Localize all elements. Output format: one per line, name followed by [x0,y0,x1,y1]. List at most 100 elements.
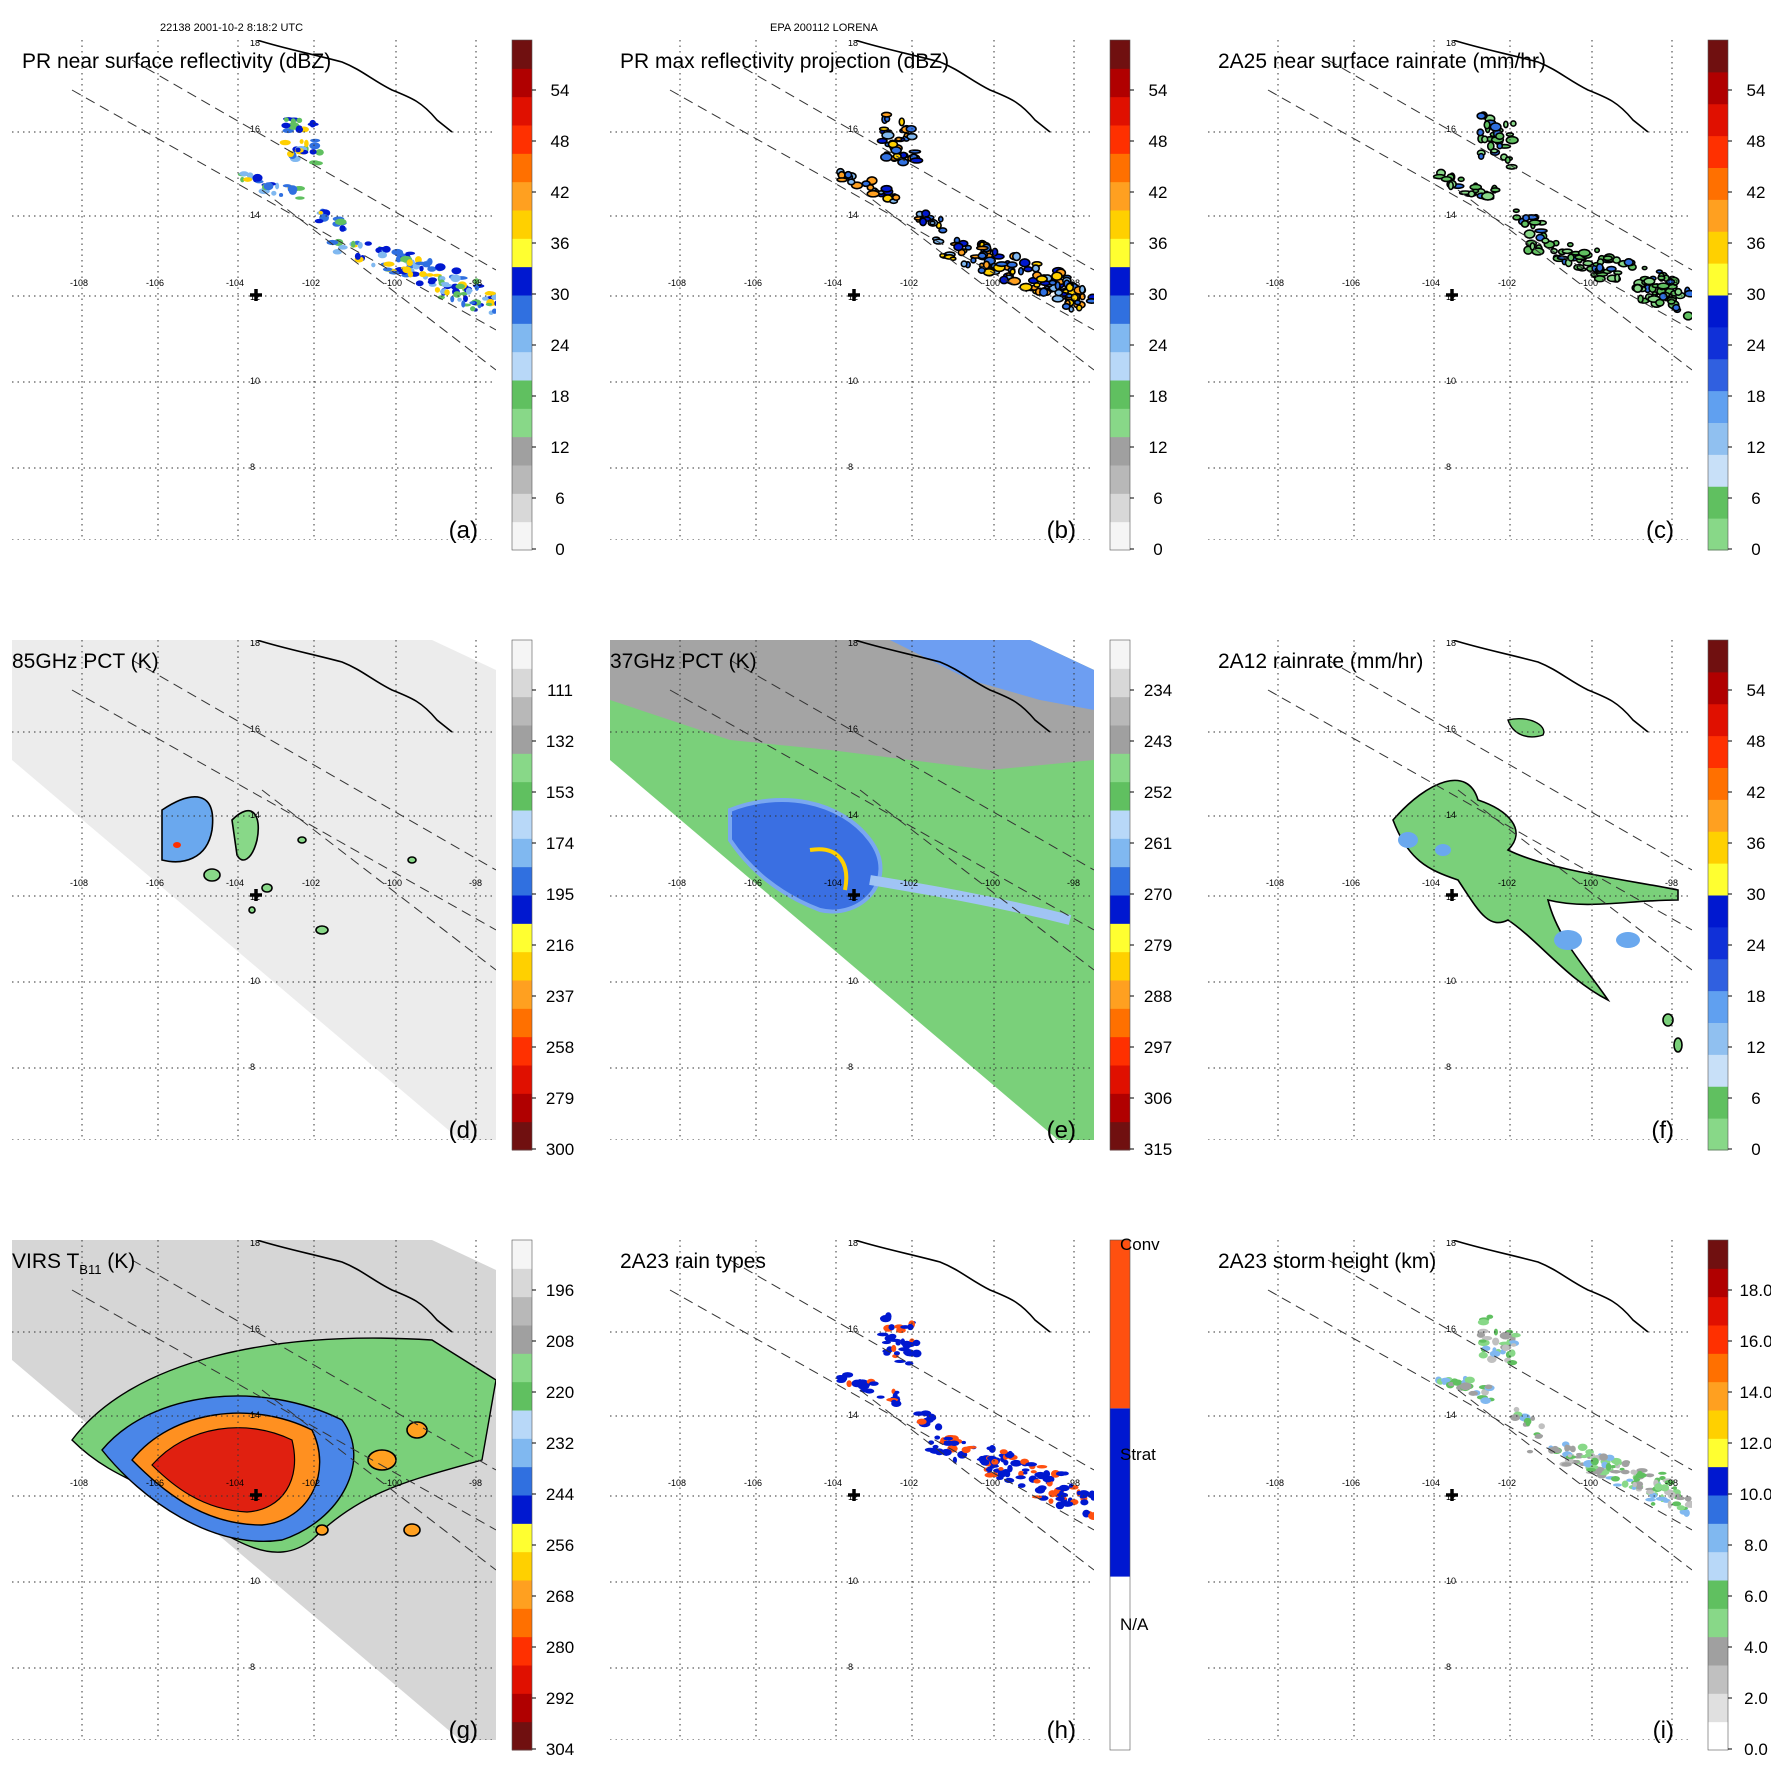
echo-cell [1684,1501,1692,1508]
panel-e: -108 -106 -104 -102 -100 -98 18 16 14 12 10 8 37GHz … [610,639,1172,1159]
colorbar-segment [1110,210,1130,239]
echo-cell [1635,1481,1644,1488]
colorbar-segment [512,521,532,551]
swath-edge-line [131,59,496,271]
swath-edge-line [71,1289,496,1531]
echo-cell [846,1380,852,1388]
echo-cell [1017,1483,1026,1488]
colorbar-segment [1110,153,1130,183]
colorbar-segment [1708,799,1728,832]
panel-title: 2A12 rainrate (mm/hr) [1218,650,1423,673]
echo-cell [1513,1406,1520,1413]
echo-cell [1498,1341,1511,1346]
echo-cell [995,261,1009,268]
lon-tick-label: -106 [744,1478,762,1488]
echo-cell [382,267,393,272]
echo-cell [283,117,289,122]
echo-cell [1584,1453,1593,1457]
colorbar-tick-label: 2.0 [1744,1689,1768,1708]
colorbar-tick-label: 36 [1747,834,1766,853]
coastline [1452,1240,1649,1333]
echo-cell [1641,265,1648,271]
colorbar-segment [512,1325,532,1354]
header-storm-name: EPA 200112 LORENA [770,22,878,34]
colorbar-tick-label: 16.0 [1739,1332,1771,1351]
echo-cell [1610,1464,1617,1469]
echo-cell [1682,311,1692,321]
lat-tick-label: 16 [848,1324,858,1334]
lat-tick-label: 10 [1446,376,1456,386]
colorbar-segment [512,323,532,353]
echo-cell [1606,265,1617,273]
colorbar-segment [1110,465,1130,494]
colorbar-tick-label: 48 [1747,732,1766,751]
colorbar-segment [1110,1065,1130,1094]
colorbar-segment [1708,1608,1728,1638]
colorbar-tick-label: 42 [1747,783,1766,802]
echo-cell [1636,1470,1644,1479]
echo-cell [263,182,274,191]
colorbar-segment [1110,380,1130,409]
colorbar-frame [1109,639,1131,1151]
colorbar-segment [512,351,532,381]
echo-cell [1478,1351,1488,1359]
echo-cell [1599,1453,1608,1461]
colorbar-segment [512,923,532,953]
lon-tick-label: -106 [146,278,164,288]
echo-cell [461,300,466,308]
echo-cell [876,1332,889,1337]
echo-cell [354,252,361,260]
storm-center-marker [250,889,262,901]
lon-tick-label: -108 [1266,278,1284,288]
echo-cell [1530,1416,1536,1421]
echo-cell [318,210,323,215]
echo-cell [1614,1460,1620,1466]
echo-cell [460,292,468,296]
echo-cell [407,856,417,864]
echo-cell [881,1340,891,1345]
colorbar: 234 243 252 261 270 279 288 297 306 315 [1109,639,1172,1159]
colorbar-tick-label: 196 [546,1281,574,1300]
echo-cell [893,1351,901,1356]
colorbar-segment [512,295,532,324]
swath-edge-line [1327,659,1692,871]
colorbar-tick-label: 232 [546,1434,574,1453]
lat-tick-label: 18 [250,1238,260,1248]
colorbar-segment [512,753,532,783]
colorbar-segment [512,668,532,698]
colorbar-tick-label: 54 [1149,81,1168,100]
swath-edge-line [729,59,1094,271]
echo-cell [1055,1496,1065,1502]
colorbar: 54 48 42 36 30 24 18 12 6 0 [1707,639,1766,1159]
colorbar-segment [512,1296,532,1326]
echo-cell [1674,287,1683,296]
echo-cell [1468,1390,1478,1396]
echo-cell [921,209,931,218]
panel-title: VIRS TB11 (K) [12,1250,135,1277]
echo-cell [905,124,917,133]
echo-cell [288,187,297,195]
colorbar-segment [1708,1118,1728,1151]
echo-cell [243,177,253,182]
echo-cell [1659,1475,1666,1481]
lon-tick-label: -102 [1498,278,1516,288]
map-area: -108 -106 -104 -102 -100 -98 18 16 14 12 10 8 [1208,1240,1692,1740]
echo-cell [419,265,424,272]
colorbar-frame [511,639,533,1151]
echo-cell [457,297,462,302]
echo-cell [407,271,414,278]
echo-cell [434,287,441,293]
colorbar-tick-label: Conv [1120,1235,1160,1254]
lon-tick-label: -108 [70,878,88,888]
lon-tick-label: -108 [70,1478,88,1488]
echo-cell [1007,1464,1013,1473]
lat-tick-label: 14 [250,1410,260,1420]
echo-cell [315,1524,329,1536]
colorbar-segment [1110,295,1130,324]
lon-tick-label: -108 [668,878,686,888]
lat-tick-label: 16 [250,1324,260,1334]
echo-cell [484,291,496,296]
echo-cell [960,260,968,268]
colorbar-frame [511,39,533,551]
colorbar-segment [1708,1381,1728,1411]
